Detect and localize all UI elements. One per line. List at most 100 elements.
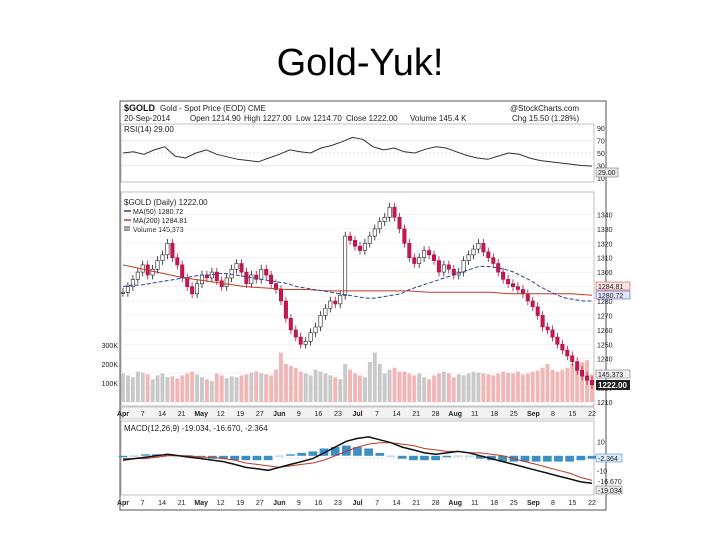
date-label: 21	[412, 500, 420, 507]
candle-body	[471, 248, 476, 256]
price-tick-label: 1310	[597, 256, 613, 263]
candle-body	[170, 243, 175, 259]
macd-histogram-bar	[263, 455, 273, 461]
price-tick-label: 1270	[597, 313, 613, 320]
date-label: Jul	[352, 500, 362, 507]
candle-body	[422, 250, 427, 258]
close-end-label: 1222.00	[598, 381, 627, 390]
macd-histogram-bar	[565, 455, 574, 462]
candle-body	[476, 243, 481, 250]
macd-histogram-bar	[420, 455, 429, 461]
volume-bar	[520, 374, 525, 402]
candle-body	[589, 380, 594, 385]
source-label: @StockCharts.com	[510, 104, 579, 113]
date-label: 22	[588, 411, 596, 418]
candle-body	[362, 243, 367, 251]
candle-body	[530, 300, 535, 308]
volume-bar	[274, 369, 278, 402]
volume-bar	[185, 373, 190, 402]
volume-bar	[367, 362, 372, 402]
ma200-end-box	[595, 281, 631, 291]
date-label: 21	[412, 411, 420, 418]
volume-bar	[205, 379, 209, 402]
candle-body	[303, 341, 308, 345]
candle-body	[229, 268, 234, 279]
price-tick-label: 1340	[597, 212, 613, 219]
volume-bar	[427, 379, 431, 402]
volume-bar	[229, 376, 234, 402]
volume-bar	[284, 364, 288, 402]
date-label: 12	[217, 411, 225, 418]
macd-histogram-bar	[286, 454, 295, 456]
volume-bar	[476, 372, 481, 402]
price-tick-label: 1280	[597, 299, 613, 306]
volume-bar	[244, 374, 249, 402]
date-label: 22	[588, 500, 596, 507]
legend-volume: Volume 145,373	[133, 227, 184, 234]
candle-body	[377, 221, 382, 230]
date-label: 18	[490, 500, 498, 507]
date-label: May	[194, 411, 208, 418]
security-name: Gold - Spot Price (EOD) CME	[160, 104, 266, 113]
volume-bar	[382, 373, 387, 402]
macd-tick-label: 10	[597, 439, 605, 446]
volume-bar	[516, 371, 520, 402]
date-label: 25	[510, 500, 518, 507]
macd-histogram-bar	[230, 455, 239, 461]
ma50-end-label: 1280.72	[598, 293, 623, 300]
candle-body	[249, 274, 254, 284]
candle-body	[200, 274, 205, 284]
candle-body	[372, 228, 377, 237]
volume-bar	[288, 365, 293, 402]
candle-body	[135, 271, 140, 280]
volume-bar	[209, 381, 214, 402]
date-label: 7	[375, 411, 379, 418]
macd-tick-label: -10	[597, 468, 607, 475]
macd-signal-line	[123, 442, 593, 481]
price-tick-label: 1300	[597, 270, 613, 277]
volume-bar	[358, 375, 362, 402]
candle-body	[214, 271, 219, 282]
price-panel	[120, 191, 595, 407]
volume-bar	[160, 373, 165, 402]
volume-bar	[407, 373, 412, 402]
volume-bar	[343, 364, 348, 402]
macd-end-box	[595, 485, 623, 495]
date-label: Jun	[273, 500, 285, 507]
volume-bar	[392, 367, 397, 402]
date-label: 19	[236, 500, 244, 507]
date-label: 12	[217, 500, 225, 507]
volume-tick-label: 100K	[102, 381, 119, 388]
volume-bar	[525, 373, 530, 402]
candle-body	[185, 277, 190, 287]
macd-histogram-bar	[476, 455, 485, 459]
date-label: 14	[158, 411, 166, 418]
candle-body	[585, 375, 590, 381]
macd-histogram-bar	[442, 455, 452, 458]
date-label: 14	[393, 500, 401, 507]
volume-bar	[570, 364, 575, 402]
volume-bar	[580, 362, 585, 402]
volume-bar	[338, 379, 343, 402]
candle-body	[348, 235, 353, 241]
candle-body	[190, 286, 195, 295]
macd-line	[122, 436, 593, 485]
candle-body	[352, 240, 357, 247]
rsi-line	[122, 136, 593, 167]
candle-body	[466, 254, 471, 261]
chg-label: Chg 15.50 (1.28%)	[512, 114, 579, 123]
candle-body	[525, 293, 530, 302]
volume-bar	[446, 373, 451, 402]
volume-bar	[496, 373, 501, 402]
candle-body	[550, 329, 555, 338]
date-label: 19	[236, 411, 244, 418]
macd-histogram-bar	[353, 447, 362, 456]
macd-histogram-bar	[219, 455, 228, 459]
candle-body	[431, 254, 436, 261]
macd-histogram-bar	[531, 455, 541, 462]
volume-bar	[279, 352, 283, 402]
date-label: 11	[471, 411, 478, 418]
volume-bar	[540, 367, 545, 402]
date-label: 16	[315, 500, 323, 507]
date-label: 15	[569, 500, 577, 507]
